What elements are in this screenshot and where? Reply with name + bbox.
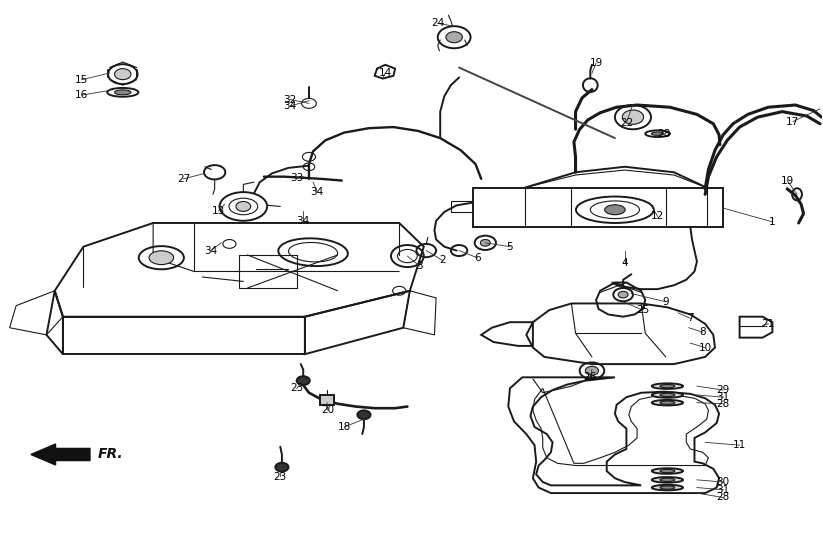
Text: 32: 32 — [283, 95, 297, 105]
Text: 28: 28 — [717, 399, 730, 409]
Ellipse shape — [660, 469, 675, 473]
Text: 23: 23 — [273, 471, 287, 481]
Circle shape — [481, 239, 491, 246]
Ellipse shape — [660, 384, 675, 388]
Text: 2: 2 — [439, 255, 446, 265]
Text: 26: 26 — [584, 372, 597, 382]
Text: 11: 11 — [733, 440, 746, 450]
Text: 30: 30 — [717, 477, 730, 487]
Text: 15: 15 — [75, 75, 88, 85]
Text: 31: 31 — [717, 392, 730, 402]
Text: 28: 28 — [717, 493, 730, 502]
Ellipse shape — [236, 202, 251, 212]
Text: 28: 28 — [658, 129, 671, 138]
Text: 33: 33 — [290, 173, 304, 183]
Circle shape — [618, 291, 628, 298]
Text: 24: 24 — [431, 18, 444, 28]
Text: FR.: FR. — [98, 448, 123, 461]
Text: 27: 27 — [177, 174, 190, 184]
Ellipse shape — [114, 90, 131, 95]
FancyArrow shape — [31, 444, 90, 465]
Ellipse shape — [605, 205, 625, 215]
Text: 34: 34 — [296, 216, 309, 226]
Text: 25: 25 — [636, 305, 649, 315]
Text: 10: 10 — [699, 342, 712, 352]
Text: 1: 1 — [769, 217, 776, 227]
Text: 4: 4 — [621, 258, 628, 268]
Text: 29: 29 — [717, 385, 730, 395]
Text: 34: 34 — [283, 101, 297, 111]
Ellipse shape — [652, 392, 683, 398]
Text: 17: 17 — [786, 116, 799, 126]
Ellipse shape — [660, 478, 675, 481]
Circle shape — [357, 411, 370, 419]
Text: 19: 19 — [589, 58, 602, 68]
Circle shape — [114, 69, 131, 80]
Circle shape — [585, 366, 598, 375]
Ellipse shape — [652, 468, 683, 474]
Text: 34: 34 — [204, 245, 217, 255]
Ellipse shape — [149, 251, 174, 265]
Text: 20: 20 — [321, 406, 334, 416]
Ellipse shape — [660, 401, 675, 404]
Text: 14: 14 — [379, 68, 392, 78]
Bar — [319, 395, 334, 405]
Circle shape — [622, 110, 644, 124]
Text: 13: 13 — [212, 206, 226, 216]
Text: 22: 22 — [620, 117, 633, 127]
Text: 9: 9 — [663, 297, 669, 307]
Circle shape — [276, 463, 289, 471]
Text: 18: 18 — [337, 422, 351, 432]
Text: 31: 31 — [717, 485, 730, 495]
Circle shape — [446, 32, 463, 43]
Ellipse shape — [652, 477, 683, 483]
Ellipse shape — [660, 393, 675, 397]
Text: 21: 21 — [761, 319, 775, 329]
Text: 23: 23 — [290, 383, 304, 393]
Ellipse shape — [652, 383, 683, 389]
Ellipse shape — [652, 132, 663, 135]
Ellipse shape — [652, 485, 683, 490]
Circle shape — [296, 376, 309, 385]
Text: 3: 3 — [416, 261, 423, 271]
Text: 34: 34 — [310, 187, 323, 197]
Text: 6: 6 — [474, 253, 481, 263]
Text: 8: 8 — [700, 327, 706, 337]
Text: 19: 19 — [780, 176, 794, 186]
Text: 7: 7 — [687, 314, 694, 324]
Ellipse shape — [652, 400, 683, 406]
Text: 16: 16 — [75, 90, 88, 100]
Text: 5: 5 — [507, 242, 514, 252]
Text: 12: 12 — [651, 212, 664, 222]
Ellipse shape — [660, 486, 675, 489]
